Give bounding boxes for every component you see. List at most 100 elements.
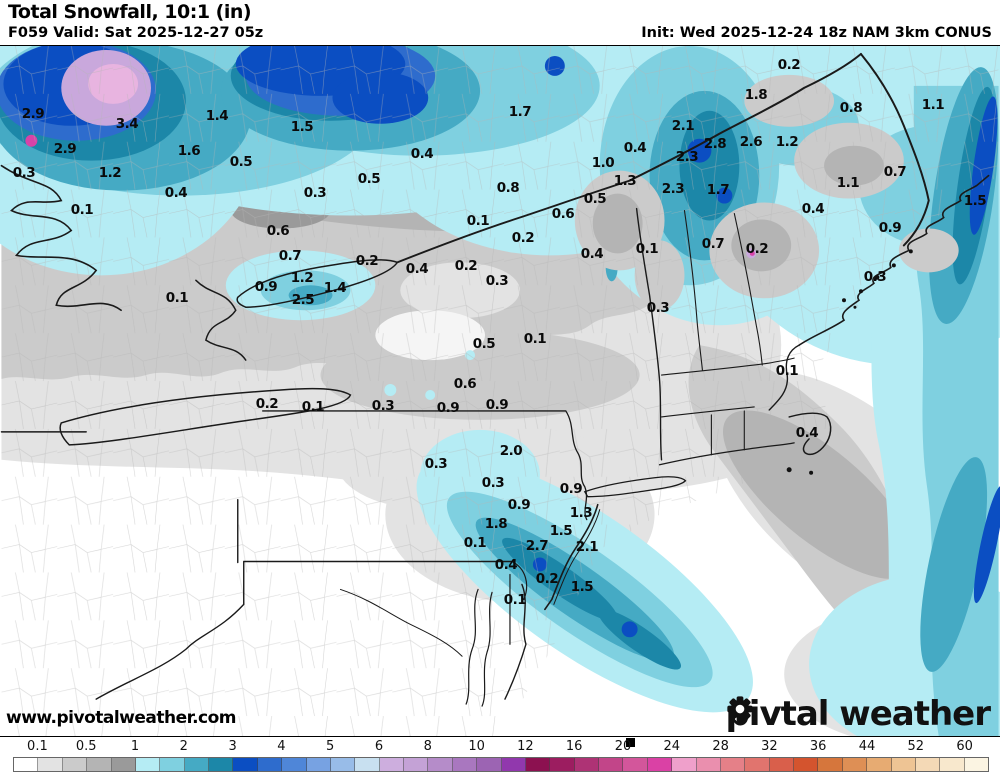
colorbar-tick-label: 4: [277, 739, 286, 754]
snowfall-value-label: 1.3: [569, 505, 593, 521]
snowfall-value-label: 1.2: [290, 270, 314, 286]
colorbar-segment: [330, 758, 356, 771]
colorbar-segment: [87, 758, 112, 771]
snowfall-value-label: 1.5: [570, 579, 594, 595]
valid-time-label: F059 Valid: Sat 2025-12-27 05z: [8, 25, 264, 41]
snowfall-value-label: 0.1: [635, 241, 659, 257]
snowfall-value-label: 0.6: [551, 206, 575, 222]
snowfall-value-label: 0.2: [535, 571, 559, 587]
snowfall-value-label: 2.0: [499, 443, 523, 459]
snowfall-value-label: 1.3: [613, 173, 637, 189]
snowfall-value-label: 1.4: [205, 108, 229, 124]
snowfall-value-label: 0.1: [463, 535, 487, 551]
snowfall-value-label: 0.5: [357, 171, 381, 187]
snowfall-value-label: 0.2: [511, 230, 535, 246]
snowfall-value-label: 0.6: [453, 376, 477, 392]
colorbar-segment: [599, 758, 624, 771]
map-canvas: [0, 46, 1000, 736]
snowfall-value-label: 2.5: [291, 292, 315, 308]
colorbar-segment: [306, 758, 331, 771]
colorbar-tick-label: 0.5: [75, 739, 97, 754]
snowfall-value-label: 2.9: [53, 141, 77, 157]
map-edge-marker: [626, 738, 635, 747]
colorbar-tick-label: 8: [423, 739, 432, 754]
snowfall-value-label: 0.2: [355, 253, 379, 269]
snowfall-value-label: 1.7: [508, 104, 532, 120]
snowfall-value-label: 1.5: [290, 119, 314, 135]
colorbar-segment: [769, 758, 794, 771]
snowfall-value-label: 1.1: [921, 97, 945, 113]
colorbar-segment: [452, 758, 478, 771]
colorbar-segment: [550, 758, 575, 771]
colorbar-segment: [428, 758, 453, 771]
snowfall-value-label: 1.2: [775, 134, 799, 150]
colorbar-segment: [160, 758, 185, 771]
colorbar-segment: [915, 758, 941, 771]
snowfall-value-label: 0.2: [454, 258, 478, 274]
snowfall-value-label: 2.3: [661, 181, 685, 197]
snowfall-value-label: 0.4: [405, 261, 429, 277]
snowfall-value-label: 0.4: [494, 557, 518, 573]
snowfall-value-label: 0.1: [301, 399, 325, 415]
snowfall-value-label: 0.1: [503, 592, 527, 608]
snowfall-value-label: 0.4: [623, 140, 647, 156]
snowfall-value-label: 0.1: [523, 331, 547, 347]
colorbar-tick-label: 52: [907, 739, 925, 754]
colorbar: [13, 757, 989, 772]
colorbar-tick-label: 1: [130, 739, 140, 754]
snowfall-value-label: 1.5: [549, 523, 573, 539]
colorbar-segment: [842, 758, 868, 771]
snowfall-value-label: 0.7: [278, 248, 302, 264]
snowfall-value-label: 0.9: [878, 220, 902, 236]
logo-text-suffix: tal weather: [780, 694, 991, 734]
colorbar-segment: [501, 758, 526, 771]
colorbar-tick-label: 0.1: [27, 739, 48, 754]
colorbar-tick-label: 36: [809, 739, 827, 754]
init-time-label: Init: Wed 2025-12-24 18z NAM 3km CONUS: [641, 25, 992, 41]
snowfall-value-label: 0.3: [371, 398, 395, 414]
snowfall-value-label: 2.3: [675, 149, 699, 165]
colorbar-segment: [135, 758, 161, 771]
colorbar-tick-label: 32: [761, 739, 778, 754]
snowfall-value-label: 1.8: [484, 516, 508, 532]
colorbar-tick-label: 28: [712, 739, 729, 754]
gear-icon: [727, 696, 754, 722]
colorbar-segment: [477, 758, 502, 771]
colorbar-segment: [940, 758, 965, 771]
header: Total Snowfall, 10:1 (in) F059 Valid: Sa…: [0, 0, 1000, 45]
colorbar-segment: [209, 758, 234, 771]
snowfall-value-label: 0.5: [472, 336, 496, 352]
snowfall-value-label: 0.9: [436, 400, 460, 416]
snowfall-value-label: 0.9: [254, 279, 278, 295]
colorbar-segment: [672, 758, 697, 771]
snowfall-value-label: 1.5: [963, 193, 987, 209]
snowfall-value-label: 0.2: [777, 57, 801, 73]
snowfall-value-label: 0.4: [801, 201, 825, 217]
pivotal-weather-logo: piv tal weather: [725, 694, 991, 734]
colorbar-segment: [257, 758, 283, 771]
snowfall-value-label: 0.1: [70, 202, 94, 218]
page-title: Total Snowfall, 10:1 (in): [8, 1, 252, 23]
colorbar-segment: [38, 758, 63, 771]
colorbar-tick-label: 6: [374, 739, 384, 754]
colorbar-segment: [525, 758, 551, 771]
snowfall-value-label: 0.5: [229, 154, 253, 170]
snowfall-value-label: 0.5: [583, 191, 607, 207]
colorbar-tick-label: 3: [228, 739, 237, 754]
snowfall-value-label: 0.3: [485, 273, 509, 289]
colorbar-segment: [233, 758, 258, 771]
snowfall-value-label: 0.8: [839, 100, 863, 116]
snowfall-value-label: 0.4: [410, 146, 434, 162]
snowfall-value-label: 0.7: [883, 164, 907, 180]
colorbar-segment: [404, 758, 429, 771]
snowfall-value-label: 0.4: [795, 425, 819, 441]
colorbar-segment: [818, 758, 843, 771]
snowfall-value-label: 0.3: [424, 456, 448, 472]
snowfall-value-label: 2.9: [21, 106, 45, 122]
snowfall-value-label: 1.6: [177, 143, 201, 159]
colorbar-segment: [720, 758, 746, 771]
colorbar-segment: [794, 758, 819, 771]
colorbar-tick-label: 5: [326, 739, 335, 754]
snowfall-value-label: 0.1: [775, 363, 799, 379]
colorbar-segment: [355, 758, 380, 771]
